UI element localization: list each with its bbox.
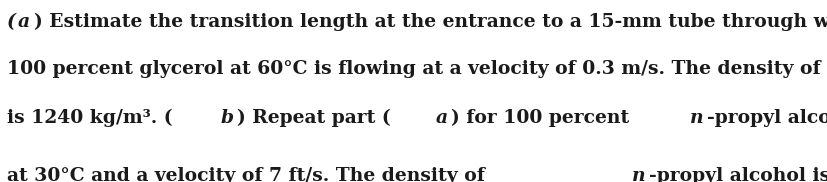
- Text: n: n: [689, 109, 702, 127]
- Text: ) Estimate the transition length at the entrance to a 15-mm tube through which: ) Estimate the transition length at the …: [34, 13, 827, 31]
- Text: -propyl alcohol is 50 lb/ft³.: -propyl alcohol is 50 lb/ft³.: [648, 167, 827, 182]
- Text: (: (: [7, 13, 16, 31]
- Text: b: b: [220, 109, 233, 127]
- Text: a: a: [435, 109, 447, 127]
- Text: at 30°C and a velocity of 7 ft/s. The density of: at 30°C and a velocity of 7 ft/s. The de…: [7, 167, 490, 182]
- Text: ) for 100 percent: ) for 100 percent: [451, 109, 635, 127]
- Text: ) Repeat part (: ) Repeat part (: [237, 109, 390, 127]
- Text: a: a: [18, 13, 30, 31]
- Text: is 1240 kg/m³. (: is 1240 kg/m³. (: [7, 109, 172, 127]
- Text: -propyl alcohol entering a 3-in. pipe: -propyl alcohol entering a 3-in. pipe: [706, 109, 827, 127]
- Text: 100 percent glycerol at 60°C is flowing at a velocity of 0.3 m/s. The density of: 100 percent glycerol at 60°C is flowing …: [7, 60, 827, 78]
- Text: n: n: [631, 167, 644, 182]
